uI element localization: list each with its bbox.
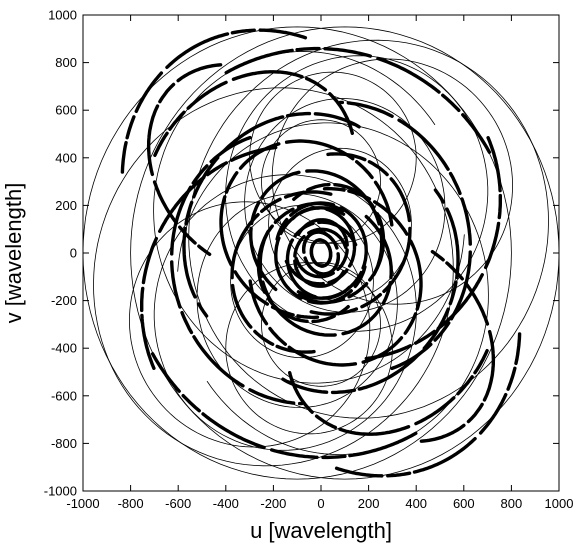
uv-track-8-conjugate [219, 139, 394, 320]
y-tick-label: 400 [55, 150, 77, 165]
uv-track-17 [244, 98, 446, 313]
y-tick-label: 1000 [48, 8, 77, 23]
uv-track-2 [292, 227, 348, 288]
uv-track-16 [268, 147, 412, 302]
uv-track-15 [419, 249, 496, 443]
x-tick-label: 200 [358, 496, 380, 511]
uv-track-22-conjugate [225, 262, 393, 435]
uv-track-11-conjugate [364, 135, 502, 361]
y-tick-label: 0 [70, 246, 77, 261]
x-tick-label: 800 [501, 496, 523, 511]
uv-track-21-conjugate [261, 262, 381, 387]
uv-track-19-conjugate [177, 122, 489, 455]
x-axis-ticks: -1000 -800 -600 -400 -200 0 200 400 600 800 1000 [66, 15, 573, 511]
uv-tracks [83, 26, 559, 480]
y-tick-label: 200 [55, 198, 77, 213]
uv-track-16-conjugate [230, 204, 374, 359]
y-axis-title: v [wavelength] [1, 183, 26, 324]
x-tick-label: 1000 [545, 496, 574, 511]
x-tick-label: -600 [165, 496, 191, 511]
uv-track-24 [271, 58, 514, 305]
x-tick-label: -800 [118, 496, 144, 511]
uv-track-4 [274, 206, 368, 305]
uv-track-14-conjugate [288, 349, 489, 436]
x-tick-label: -400 [213, 496, 239, 511]
uv-track-21 [261, 119, 381, 244]
x-tick-label: -200 [260, 496, 286, 511]
uv-track-2-conjugate [294, 218, 350, 279]
y-tick-label: -600 [51, 388, 77, 403]
uv-track-17-conjugate [196, 193, 398, 408]
y-axis-ticks: -1000 -800 -600 -400 -200 0 200 400 600 800 1000 [44, 8, 559, 499]
x-tick-label: -1000 [66, 496, 99, 511]
uv-track-14 [153, 70, 354, 158]
plot-area [83, 15, 559, 491]
uv-track-10-conjugate [169, 135, 304, 406]
x-tick-label: 600 [453, 496, 475, 511]
uv-track-6-conjugate [249, 169, 384, 292]
uv-track-9-conjugate [281, 188, 460, 395]
uv-track-24-conjugate [128, 201, 371, 448]
uv-track-20 [188, 39, 549, 419]
uv-track-9 [182, 111, 361, 318]
uv-track-20-conjugate [93, 87, 454, 467]
uv-track-19 [153, 51, 465, 384]
uv-track-15-conjugate [146, 63, 223, 257]
y-tick-label: -200 [51, 293, 77, 308]
uv-track-1-conjugate [302, 230, 340, 276]
uv-track-4-conjugate [274, 201, 368, 300]
uv-track-10 [338, 100, 472, 371]
uv-track-7 [230, 190, 333, 354]
uv-track-23-conjugate [130, 26, 559, 480]
uv-track-7-conjugate [309, 152, 412, 316]
x-tick-label: 400 [405, 496, 427, 511]
x-tick-label: 0 [317, 496, 324, 511]
uv-track-6 [258, 214, 393, 337]
x-axis-title: u [wavelength] [250, 518, 392, 543]
uv-track-18 [225, 55, 489, 332]
y-tick-label: -400 [51, 341, 77, 356]
uv-track-11 [139, 145, 278, 370]
uv-track-23 [83, 26, 512, 480]
uv-track-22 [249, 71, 417, 244]
y-tick-label: 600 [55, 103, 77, 118]
y-tick-label: 800 [55, 55, 77, 70]
y-tick-label: -1000 [44, 484, 77, 499]
y-tick-label: -800 [51, 436, 77, 451]
uv-track-18-conjugate [153, 174, 417, 451]
